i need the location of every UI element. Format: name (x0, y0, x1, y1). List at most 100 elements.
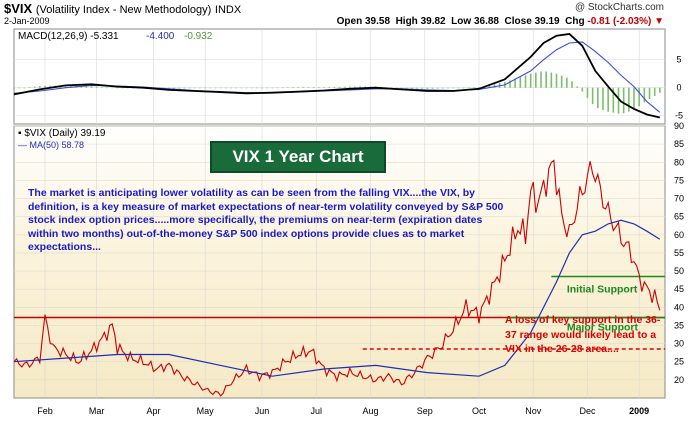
price-y-tick: 55 (674, 248, 684, 258)
macd-histogram-bar (457, 87, 460, 89)
macd-histogram-bar (581, 87, 584, 92)
macd-histogram-bar (225, 87, 227, 89)
major-support-label: Major Support (567, 321, 639, 333)
macd-histogram-bar (219, 87, 222, 89)
macd-histogram-bar (23, 87, 26, 89)
price-y-tick: 35 (674, 320, 684, 330)
macd-histogram-bar (121, 87, 124, 89)
macd-histogram-bar (188, 87, 191, 89)
macd-histogram-bar (648, 87, 651, 99)
price-y-tick: 85 (674, 139, 684, 149)
macd-histogram-bar (519, 77, 522, 88)
macd-histogram-bar (323, 87, 325, 88)
low-label: Low (451, 16, 472, 27)
macd-histogram-bar (312, 87, 315, 88)
macd-histogram-bar (209, 87, 212, 89)
macd-histogram-bar (18, 87, 20, 89)
macd-histogram-bar (462, 87, 465, 89)
open-label: Open (336, 16, 363, 27)
macd-histogram-bar (400, 87, 403, 89)
macd-histogram-bar (659, 87, 661, 93)
price-y-tick: 90 (674, 121, 684, 131)
chg-label: Chg (565, 16, 585, 27)
macd-histogram-bar (250, 87, 253, 89)
macd-histogram-bar (70, 85, 72, 88)
macd-histogram-bar (607, 87, 609, 112)
macd-histogram-bar (452, 87, 454, 89)
macd-histogram-bar (442, 87, 444, 89)
macd-histogram-bar (488, 85, 491, 88)
macd-histogram-bar (529, 73, 532, 88)
high-label: High (395, 16, 418, 27)
macd-histogram-bar (555, 73, 558, 88)
macd-histogram-bar (64, 85, 67, 88)
macd-histogram-bar (214, 87, 217, 89)
macd-histogram-bar (106, 87, 108, 89)
chart-title: VIX 1 Year Chart (232, 147, 364, 166)
macd-histogram-bar (111, 87, 113, 89)
chart-date: 2-Jan-2009 (4, 16, 50, 26)
macd-histogram-bar (638, 87, 640, 107)
macd-label: MACD(12,26,9) -5.331 (18, 31, 119, 42)
macd-histogram-bar (411, 87, 413, 89)
macd-histogram-bar (292, 87, 294, 88)
macd-histogram-bar (653, 87, 656, 96)
brand-logo: @ StockCharts.com (574, 2, 664, 13)
macd-histogram-bar (183, 87, 186, 89)
low-value: 36.88 (473, 16, 499, 27)
macd-histogram-bar (493, 84, 496, 88)
macd-histogram-bar (509, 80, 511, 88)
price-y-tick: 60 (674, 230, 684, 240)
price-y-tick: 20 (674, 375, 684, 385)
chart-title-box: VIX 1 Year Chart (210, 141, 386, 173)
macd-histogram-bar (447, 87, 449, 89)
vix-price-line (13, 159, 661, 397)
open-value: 39.58 (364, 16, 391, 27)
x-tick-label: Jul (310, 406, 322, 416)
macd-histogram-bar (426, 87, 429, 89)
macd-histogram-bar (333, 86, 336, 88)
macd-histogram-bar (101, 87, 103, 88)
macd-histogram-bar (349, 86, 351, 88)
macd-histogram-bar (80, 86, 82, 88)
macd-histogram-bar (343, 86, 346, 88)
ma50-line (13, 219, 661, 377)
high-value: 39.82 (420, 16, 446, 27)
price-series-label: ▪ $VIX (Daily) 39.19 (18, 128, 106, 139)
macd-histogram-bar (266, 87, 268, 89)
macd-histogram-bar (586, 87, 589, 98)
macd-histogram-bar (550, 72, 553, 88)
x-tick-label: Jun (255, 406, 270, 416)
macd-histogram-bar (230, 87, 232, 89)
annotation-loss: A loss of key support in the 36-37 range… (505, 314, 661, 355)
price-y-tick: 50 (674, 266, 684, 276)
x-tick-label: May (197, 406, 215, 416)
macd-histogram-bar (276, 87, 279, 89)
price-y-tick: 45 (674, 284, 684, 294)
macd-histogram-bar (643, 87, 646, 103)
price-y-tick: 65 (674, 212, 684, 222)
ma-series-label: — MA(50) 58.78 (18, 140, 84, 150)
macd-histogram-bar (271, 87, 274, 89)
macd-histogram-bar (95, 86, 98, 88)
macd-histogram-bar (199, 87, 201, 89)
macd-histogram-bar (204, 87, 206, 89)
price-y-tick: 30 (674, 339, 684, 349)
macd-histogram-bar (395, 87, 398, 89)
macd-histogram-bar (354, 86, 356, 88)
macd-histogram-bar (431, 87, 434, 89)
macd-histogram-bar (524, 75, 527, 88)
macd-histogram-bar (126, 87, 129, 89)
ohlc-readout: Open 39.58 High 39.82 Low 36.88 Close 39… (337, 16, 664, 27)
x-tick-label: Sep (417, 406, 433, 416)
macd-histogram-bar (302, 87, 305, 88)
macd-histogram-bar (49, 85, 51, 88)
macd-histogram-bar (261, 87, 263, 89)
macd-histogram-bar (178, 87, 181, 89)
initial-support-label: Initial Support (567, 284, 638, 296)
macd-histogram-bar (617, 87, 620, 114)
macd-panel (13, 28, 666, 125)
macd-histogram-bar (13, 87, 15, 89)
macd-histogram-bar (416, 87, 418, 89)
x-tick-label: Dec (579, 406, 596, 416)
